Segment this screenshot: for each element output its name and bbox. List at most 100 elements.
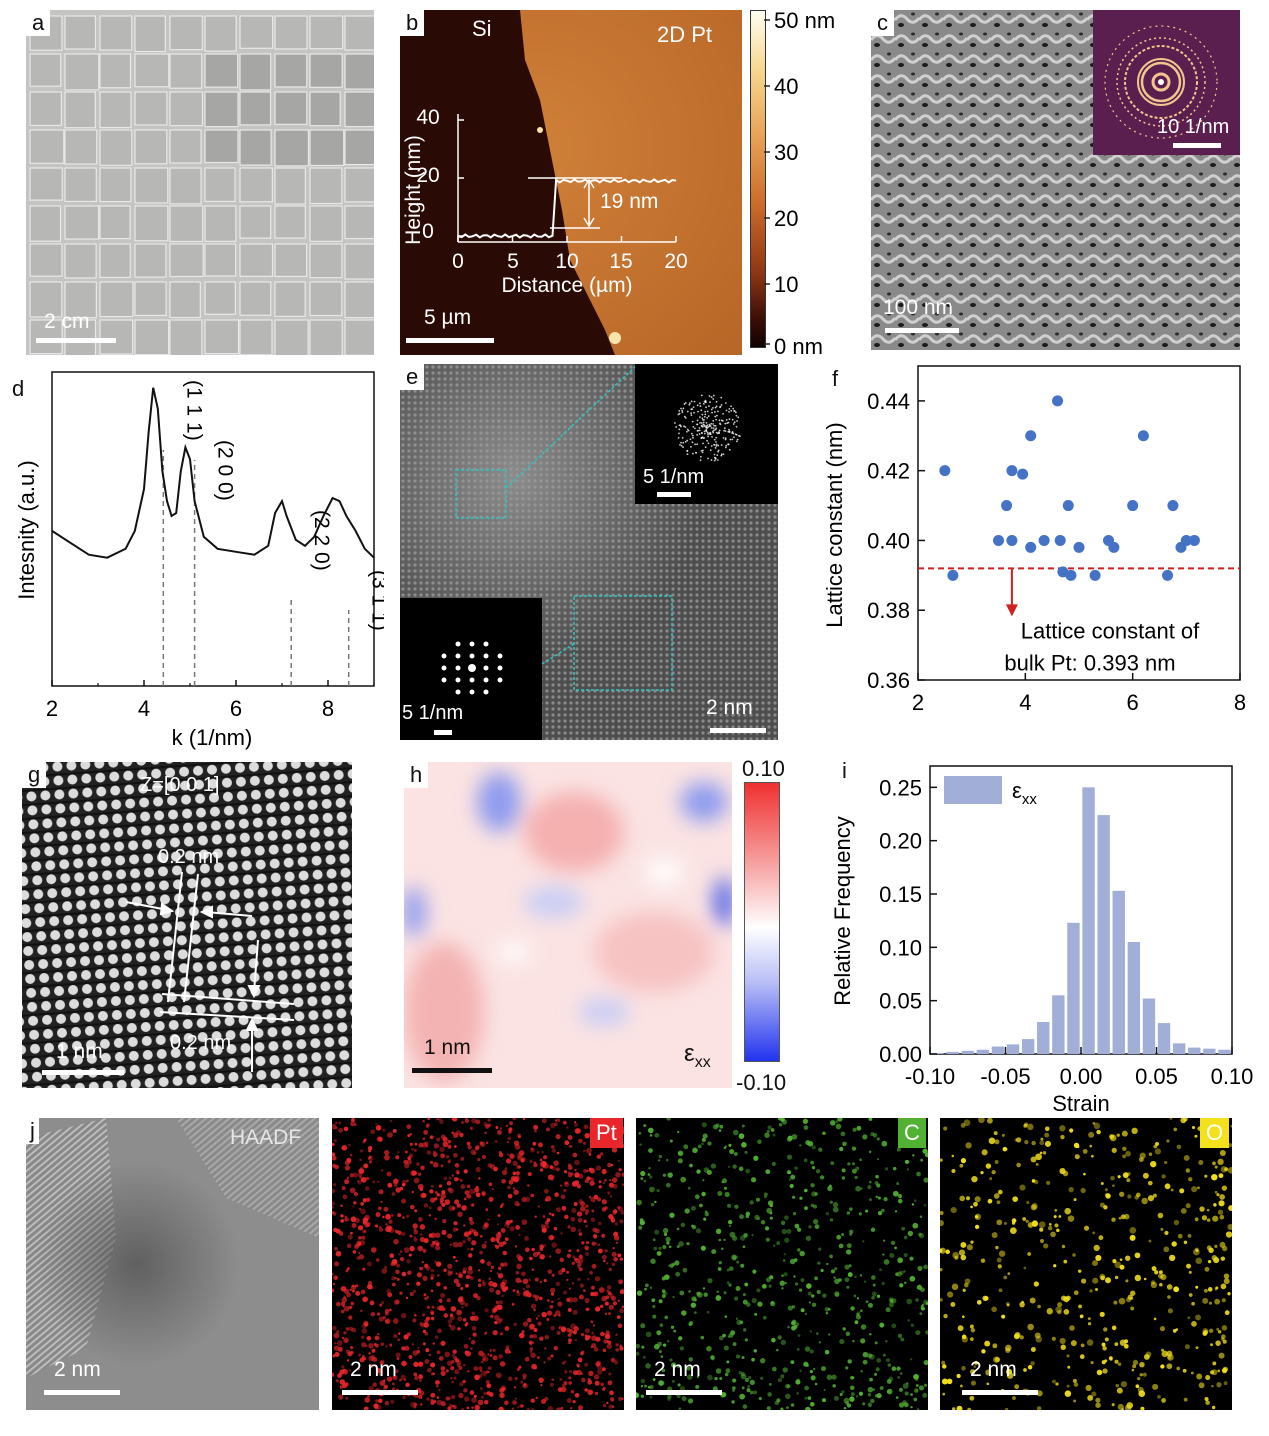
scale-bar-j3 — [646, 1390, 722, 1395]
eds-dot — [909, 1275, 916, 1282]
eds-dot — [572, 1309, 578, 1315]
eds-dot — [607, 1291, 612, 1296]
fft-speckle — [720, 419, 723, 422]
fft-spot — [483, 689, 489, 695]
eds-dot — [429, 1197, 436, 1203]
eds-dot — [602, 1259, 606, 1263]
eds-dot — [378, 1225, 382, 1229]
eds-dot — [656, 1188, 660, 1193]
eds-dot — [332, 1282, 336, 1286]
eds-dot — [766, 1406, 771, 1410]
eds-dot — [406, 1282, 410, 1286]
eds-dot — [566, 1398, 572, 1404]
eds-dot — [426, 1305, 430, 1309]
eds-dot — [498, 1317, 504, 1322]
eds-dot — [777, 1335, 782, 1340]
eds-dot — [392, 1129, 397, 1133]
eds-dot — [342, 1194, 348, 1200]
eds-dot — [1077, 1269, 1082, 1273]
eds-dot — [796, 1227, 802, 1232]
fft-speckle — [714, 458, 717, 460]
fft-spot — [441, 665, 447, 671]
eds-dot — [456, 1282, 461, 1288]
eds-dot — [358, 1236, 362, 1240]
eds-dot — [416, 1272, 422, 1278]
fft-speckle — [699, 416, 701, 419]
eds-dot — [563, 1170, 568, 1174]
eds-dot — [810, 1160, 815, 1165]
eds-dot — [870, 1132, 875, 1137]
eds-dot — [550, 1287, 556, 1294]
eds-dot — [607, 1380, 613, 1386]
eds-dot — [529, 1159, 533, 1164]
fft-speckle — [682, 407, 685, 410]
eds-dot — [417, 1346, 420, 1350]
eds-dot — [348, 1305, 352, 1310]
eds-dot — [443, 1268, 447, 1272]
eds-dot — [1046, 1308, 1053, 1315]
eds-dot — [610, 1218, 616, 1223]
wafer-piece — [239, 129, 272, 166]
eds-dot — [1111, 1403, 1115, 1407]
panel-a-photo: a 2 cm — [26, 10, 374, 355]
eds-dot — [915, 1384, 919, 1388]
eds-dot — [858, 1391, 864, 1396]
eds-dot — [588, 1153, 592, 1156]
eds-dot — [1116, 1387, 1123, 1394]
eds-dot — [1065, 1295, 1071, 1301]
eds-dot — [516, 1290, 520, 1293]
wafer-piece — [309, 167, 343, 205]
eds-dot — [643, 1124, 647, 1128]
eds-dot — [676, 1394, 681, 1399]
fft-speckle — [710, 408, 713, 411]
eds-dot — [430, 1243, 435, 1248]
eds-dot — [1093, 1122, 1101, 1130]
eds-dot — [787, 1135, 793, 1141]
eds-dot — [799, 1144, 802, 1147]
eds-dot — [462, 1379, 466, 1384]
eds-dot — [922, 1392, 928, 1398]
fft-speckle — [720, 396, 723, 399]
eds-dot — [346, 1268, 349, 1272]
eds-dot — [401, 1271, 407, 1277]
eds-dot — [544, 1335, 549, 1340]
eds-dot — [560, 1184, 563, 1187]
eds-dot — [644, 1283, 649, 1288]
eds-dot — [515, 1277, 521, 1283]
eds-dot — [1158, 1270, 1163, 1275]
eds-dot — [1066, 1354, 1070, 1358]
eds-dot — [1228, 1205, 1232, 1211]
fft-speckle — [683, 425, 685, 428]
eds-dot — [1118, 1297, 1126, 1305]
eds-dot — [1183, 1155, 1190, 1161]
eds-dot — [904, 1159, 909, 1164]
eds-dot — [506, 1153, 510, 1156]
eds-dot — [1180, 1118, 1187, 1124]
eds-dot — [1074, 1154, 1080, 1160]
eds-dot — [433, 1239, 440, 1246]
eds-dot — [1059, 1168, 1066, 1175]
eds-dot — [471, 1240, 477, 1246]
eds-dot — [974, 1360, 979, 1365]
eds-dot — [611, 1295, 616, 1301]
eds-dot — [918, 1233, 925, 1239]
eds-dot — [332, 1206, 334, 1209]
eds-dot — [352, 1289, 355, 1293]
fft-speckle — [705, 429, 708, 431]
eds-dot — [732, 1386, 736, 1390]
wafer-piece — [239, 15, 274, 49]
eds-dot — [442, 1141, 449, 1148]
eds-dot — [1184, 1344, 1190, 1350]
eds-dot — [456, 1360, 462, 1366]
eds-dot — [590, 1285, 595, 1290]
eds-dot — [907, 1319, 910, 1322]
eds-dot — [714, 1377, 718, 1381]
eds-dot — [459, 1178, 463, 1182]
fft-speckle — [690, 414, 693, 417]
eds-dot — [913, 1397, 918, 1402]
eds-dot — [346, 1176, 350, 1180]
wafer-piece — [169, 15, 203, 51]
eds-dot — [787, 1305, 793, 1311]
eds-dot — [355, 1284, 359, 1288]
eds-dot — [843, 1406, 847, 1410]
